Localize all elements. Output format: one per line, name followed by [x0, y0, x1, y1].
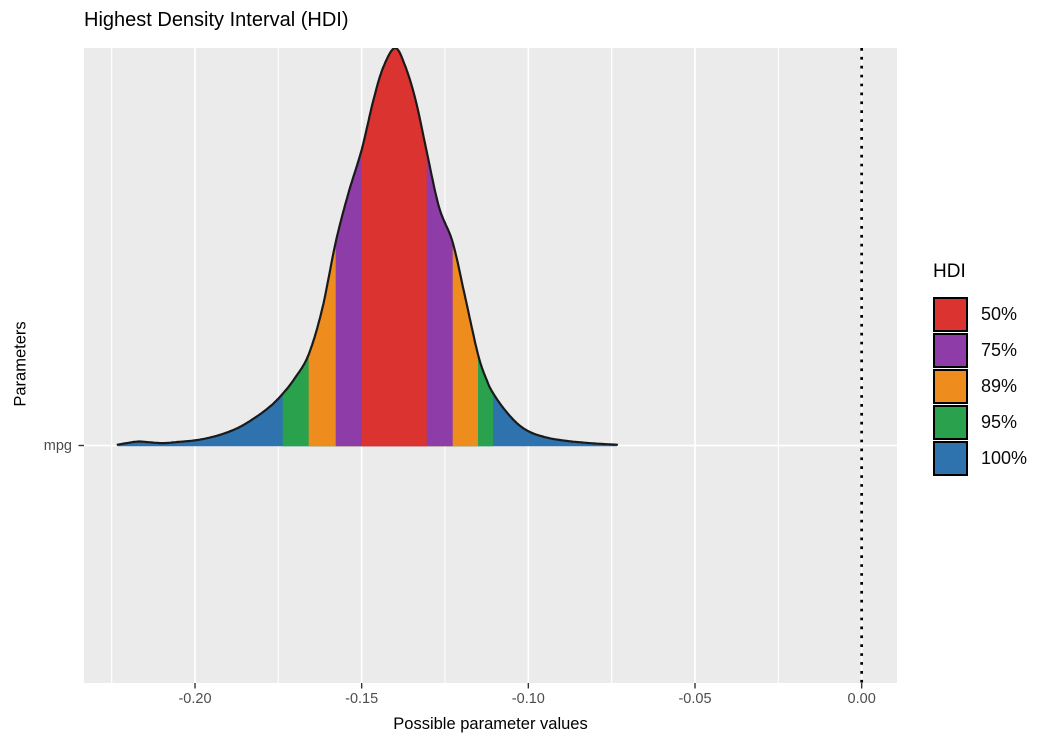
density-outline	[116, 48, 619, 446]
legend-title: HDI	[933, 261, 966, 282]
x-tick-label: -0.15	[345, 691, 379, 707]
x-tick-label: 0.00	[847, 691, 876, 707]
legend-key-swatch	[933, 369, 968, 404]
legend-key-swatch	[933, 297, 968, 332]
legend-label: 50%	[981, 304, 1018, 324]
y-axis-title: Parameters	[11, 321, 30, 407]
legend-key-swatch	[933, 405, 968, 440]
hdi-bands	[117, 48, 617, 447]
legend-item: 75%	[933, 333, 1027, 368]
x-axis-title: Possible parameter values	[393, 715, 588, 733]
legend-key-swatch	[933, 333, 968, 368]
legend-item: 50%	[933, 297, 1027, 332]
plot-title: Highest Density Interval (HDI)	[84, 9, 349, 31]
legend-key-swatch	[933, 441, 968, 476]
legend-item: 89%	[933, 369, 1027, 404]
legend-label: 89%	[981, 376, 1018, 396]
legend-label: 100%	[981, 448, 1028, 468]
legend-item: 95%	[933, 405, 1027, 440]
legend-item: 100%	[933, 441, 1027, 476]
legend: HDI 50% 75% 89% 95% 100%	[933, 261, 1027, 477]
x-tick-label: -0.05	[678, 691, 712, 707]
legend-label: 95%	[981, 412, 1018, 432]
x-tick-label: -0.10	[511, 691, 545, 707]
y-tick-label-mpg: mpg	[43, 438, 72, 454]
legend-label: 75%	[981, 340, 1018, 360]
hdi-band-50%	[361, 48, 427, 447]
x-tick-label: -0.20	[178, 691, 212, 707]
panel-background	[84, 48, 897, 683]
axis-ticks	[78, 444, 863, 689]
